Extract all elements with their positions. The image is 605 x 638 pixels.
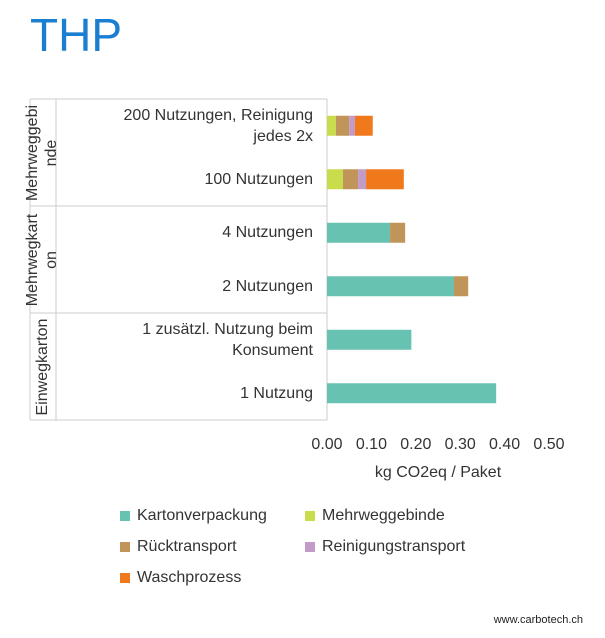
group-label: Einwegkarton <box>33 318 50 415</box>
x-tick-label: 0.00 <box>311 436 342 453</box>
legend-swatch <box>120 542 130 552</box>
bar-segment <box>342 169 359 190</box>
group-label: Mehrwegkarton <box>23 213 60 306</box>
category-label: 1 zusätzl. Nutzung beim Konsument <box>142 320 313 359</box>
category-label: 2 Nutzungen <box>222 277 313 295</box>
legend-swatch <box>120 573 130 583</box>
bar-segment <box>358 169 367 190</box>
x-tick-label: 0.20 <box>400 436 431 453</box>
chart-title: THP <box>30 9 122 61</box>
bar-segment <box>327 329 412 350</box>
footer: www.carbotech.ch <box>493 614 583 626</box>
bar-segment <box>335 115 350 136</box>
bar-segment <box>366 169 404 190</box>
bar-segment <box>327 276 454 297</box>
legend-label: Rücktransport <box>137 538 237 555</box>
legend-label: Reinigungstransport <box>322 538 466 555</box>
category-label: 1 Nutzung <box>240 384 313 402</box>
x-tick-label: 0.30 <box>445 436 476 453</box>
bar-segment <box>453 276 469 297</box>
bar-segment <box>327 222 391 243</box>
bar-segment <box>327 383 497 404</box>
group-label: Mehrweggebinde <box>23 104 60 201</box>
legend-swatch <box>120 511 130 521</box>
x-axis-label: kg CO2eq / Paket <box>375 464 502 481</box>
x-tick-label: 0.40 <box>489 436 520 453</box>
x-tick-label: 0.50 <box>533 436 564 453</box>
category-label: 4 Nutzungen <box>222 224 313 242</box>
legend-swatch <box>305 511 315 521</box>
category-label: 100 Nutzungen <box>204 170 313 188</box>
legend-label: Mehrweggebinde <box>322 507 445 524</box>
category-label: 200 Nutzungen, Reinigung jedes 2x <box>123 106 313 145</box>
bar-segment <box>390 222 406 243</box>
bar-segment <box>327 115 336 136</box>
bar-segment <box>327 169 343 190</box>
x-tick-label: 0.10 <box>356 436 387 453</box>
legend-swatch <box>305 542 315 552</box>
legend-label: Kartonverpackung <box>137 507 267 524</box>
bar-segment <box>354 115 373 136</box>
legend-label: Waschprozess <box>137 569 241 586</box>
bar-segment <box>349 115 355 136</box>
